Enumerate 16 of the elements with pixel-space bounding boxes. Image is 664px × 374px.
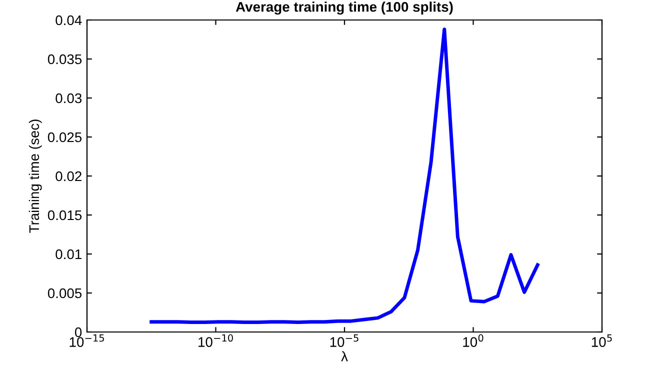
- x-axis-title: λ: [341, 351, 348, 362]
- y-tick-label: 0.04: [56, 15, 82, 26]
- y-tick-label: 0.02: [56, 171, 82, 182]
- y-tick-label: 0.015: [48, 210, 82, 220]
- y-axis-title: Training time (sec): [28, 120, 42, 233]
- line-series: [150, 28, 540, 324]
- x-tick-label: 10$^{−5}$: [330, 334, 358, 347]
- x-tick-label: 10$^{−10}$: [198, 334, 233, 347]
- y-tick-label: 0.03: [56, 93, 82, 104]
- y-tick-label: 0.025: [48, 132, 82, 142]
- x-tick-label: 10$^{0}$: [463, 334, 484, 347]
- y-tick-label: 0.005: [48, 288, 82, 298]
- chart-title: Average training time (100 splits): [236, 2, 453, 15]
- y-tick-label: 0.01: [56, 249, 82, 260]
- x-tick-label: 10$^{5}$: [592, 334, 612, 347]
- y-tick-label: 0.035: [48, 54, 82, 64]
